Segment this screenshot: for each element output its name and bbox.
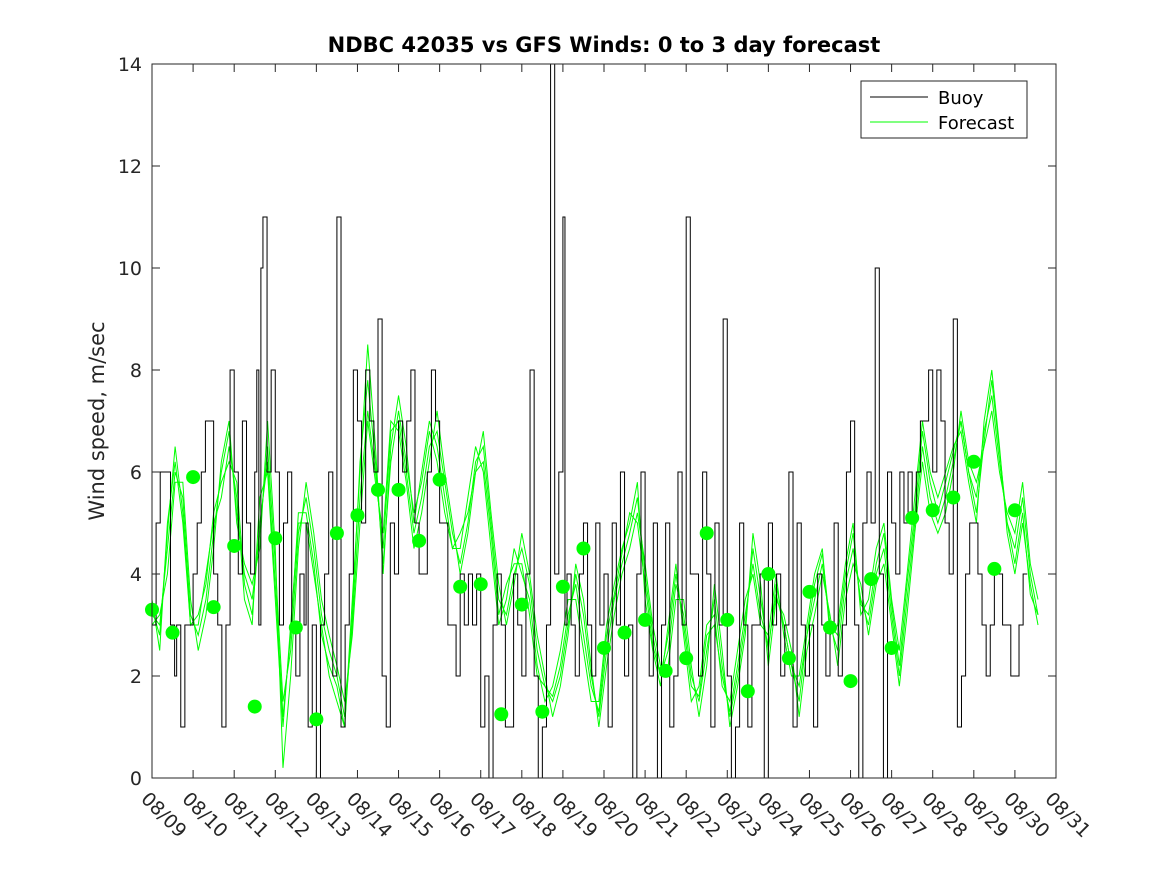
forecast-dot [658, 663, 673, 678]
forecast-dot [309, 712, 324, 727]
forecast-dot [227, 538, 242, 553]
forecast-dot [268, 531, 283, 546]
legend-box [860, 80, 1028, 139]
forecast-dot [329, 526, 344, 541]
forecast-series [152, 344, 1039, 768]
forecast-dot [371, 482, 385, 497]
forecast-dot [350, 508, 365, 523]
y-tick-label: 12 [118, 156, 142, 178]
forecast-dot [1007, 503, 1022, 518]
forecast-dot [453, 579, 468, 594]
forecast-dot [412, 533, 427, 548]
y-tick-label: 10 [118, 258, 142, 280]
forecast-dot [432, 472, 447, 487]
forecast-dot [165, 625, 180, 640]
forecast-dot [597, 640, 611, 655]
forecast-dot [555, 579, 570, 594]
forecast-dot [966, 454, 981, 469]
legend-buoy-label: Buoy [938, 88, 984, 109]
chart-title: NDBC 42035 vs GFS Winds: 0 to 3 day fore… [328, 33, 881, 57]
forecast-dot [288, 620, 303, 635]
y-tick-label: 2 [130, 666, 142, 688]
y-tick-label: 6 [130, 462, 142, 484]
forecast-dot [884, 640, 899, 655]
forecast-run-line-3 [152, 380, 1039, 728]
forecast-dot [823, 620, 837, 635]
forecast-dot [576, 541, 591, 556]
y-tick-label: 4 [130, 564, 142, 586]
forecast-dot [699, 526, 714, 541]
forecast-dot [514, 597, 529, 612]
forecast-dot [987, 561, 1002, 576]
plot-area [145, 63, 1057, 779]
forecast-dot [925, 503, 940, 518]
forecast-dot [864, 572, 879, 587]
forecast-run-line-2 [152, 410, 1039, 768]
forecast-dot [843, 674, 858, 689]
legend: Buoy Forecast [860, 80, 1028, 139]
y-axis: 0 2 4 6 8 10 12 14 [118, 54, 1056, 790]
y-tick-label: 0 [130, 768, 142, 790]
legend-forecast-label: Forecast [938, 113, 1014, 134]
forecast-dot [781, 651, 796, 666]
y-axis-label: Wind speed, m/sec [85, 321, 109, 520]
y-tick-label: 8 [130, 360, 142, 382]
forecast-dot [946, 490, 961, 505]
forecast-dot [761, 567, 776, 581]
forecast-dot [740, 684, 755, 699]
forecast-dot [247, 699, 262, 714]
forecast-dot [535, 704, 550, 719]
forecast-dot [494, 707, 509, 722]
forecast-dot [720, 612, 735, 627]
forecast-dot [473, 577, 488, 592]
y-tick-label: 14 [118, 54, 142, 76]
forecast-dot [802, 584, 817, 599]
forecast-dot [638, 612, 653, 627]
forecast-dot [617, 625, 632, 640]
forecast-dot [206, 600, 221, 615]
forecast-dot [905, 510, 920, 525]
forecast-run-line-1 [152, 344, 1039, 728]
forecast-dot [679, 651, 694, 666]
forecast-dot [186, 470, 201, 485]
forecast-dots [145, 454, 1022, 727]
forecast-dot [391, 482, 406, 497]
